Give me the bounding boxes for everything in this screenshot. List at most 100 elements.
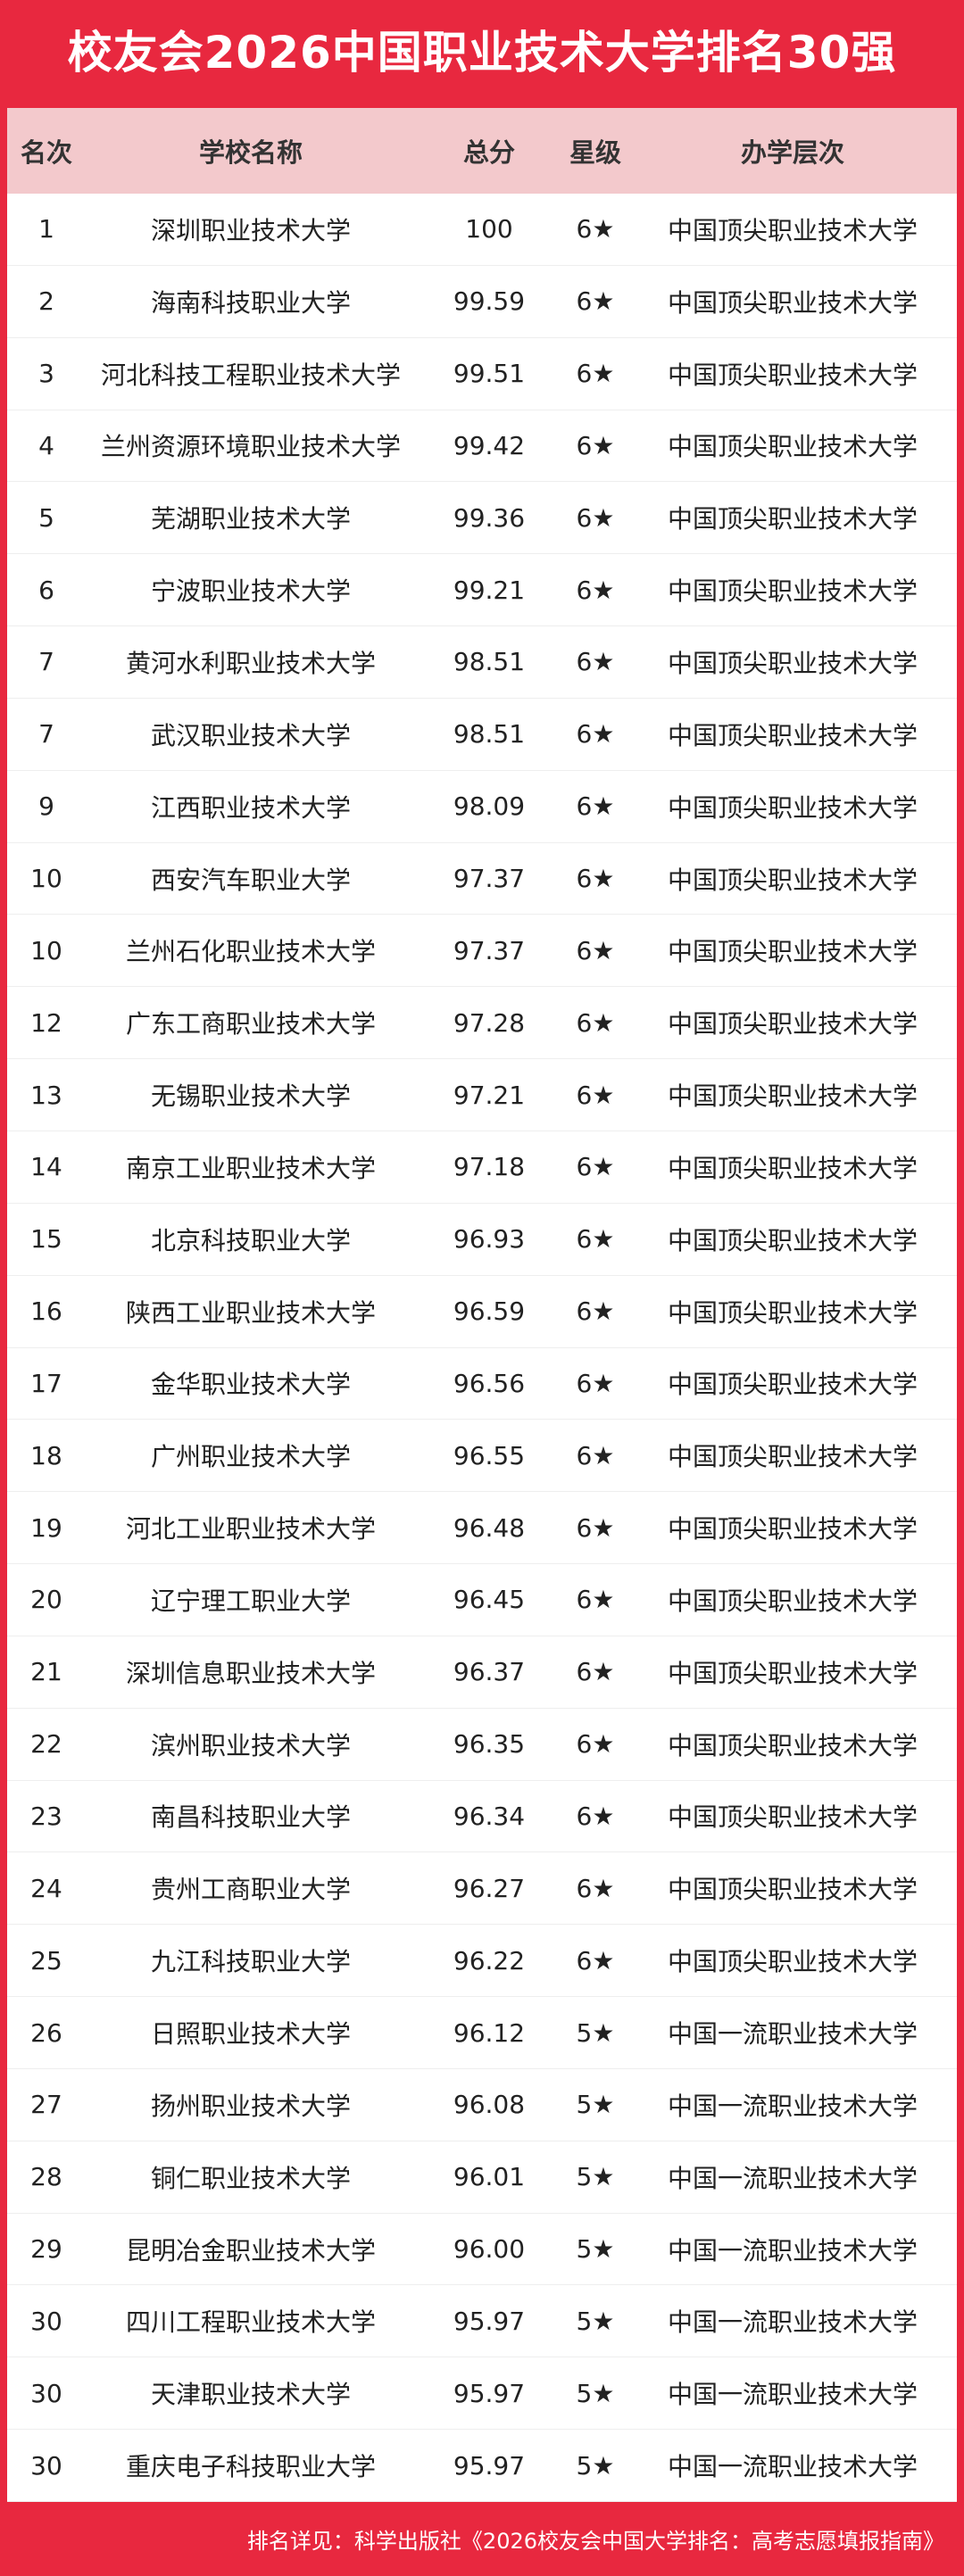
score: 96.45	[453, 1585, 526, 1615]
table-row: 17 金华职业技术大学 96.56 6★ 中国顶尖职业技术大学	[7, 1348, 957, 1421]
rank: 21	[30, 1657, 62, 1687]
table-row: 29 昆明冶金职业技术大学 96.00 5★ 中国一流职业技术大学	[7, 2214, 957, 2286]
level: 中国一流职业技术大学	[667, 2091, 918, 2121]
rank: 26	[30, 2017, 62, 2048]
star-level: 6★	[576, 1224, 615, 1255]
school-name: 广东工商职业技术大学	[125, 1009, 376, 1040]
school-name: 昆明冶金职业技术大学	[125, 2235, 376, 2265]
score: 96.27	[453, 1873, 526, 1903]
level: 中国一流职业技术大学	[667, 2452, 918, 2482]
table-row: 7 黄河水利职业技术大学 98.51 6★ 中国顶尖职业技术大学	[7, 626, 957, 699]
level: 中国一流职业技术大学	[667, 2163, 918, 2193]
school-name: 南京工业职业技术大学	[125, 1153, 376, 1183]
table-row: 30 四川工程职业技术大学 95.97 5★ 中国一流职业技术大学	[7, 2285, 957, 2358]
rank: 14	[30, 1152, 62, 1182]
school-name: 芜湖职业技术大学	[150, 504, 351, 534]
table-row: 18 广州职业技术大学 96.55 6★ 中国顶尖职业技术大学	[7, 1420, 957, 1493]
level: 中国顶尖职业技术大学	[667, 504, 918, 534]
school-name: 兰州石化职业技术大学	[125, 937, 376, 967]
star-level: 6★	[576, 1945, 615, 1975]
rank: 19	[30, 1512, 62, 1543]
table-row: 7 武汉职业技术大学 98.51 6★ 中国顶尖职业技术大学	[7, 699, 957, 771]
table-row: 10 兰州石化职业技术大学 97.37 6★ 中国顶尖职业技术大学	[7, 915, 957, 988]
level: 中国顶尖职业技术大学	[667, 1802, 918, 1833]
rank: 17	[30, 1368, 62, 1398]
school-name: 九江科技职业大学	[150, 1947, 351, 1977]
table-row: 14 南京工业职业技术大学 97.18 6★ 中国顶尖职业技术大学	[7, 1131, 957, 1204]
school-name: 西安汽车职业大学	[150, 865, 351, 895]
star-level: 5★	[576, 2378, 615, 2408]
table-row: 25 九江科技职业大学 96.22 6★ 中国顶尖职业技术大学	[7, 1925, 957, 1998]
school-name: 江西职业技术大学	[150, 792, 351, 823]
school-name: 辽宁理工职业大学	[150, 1586, 351, 1616]
star-level: 6★	[576, 1368, 615, 1398]
title: 校友会2026中国职业技术大学排名30强	[67, 27, 897, 79]
star-level: 6★	[576, 575, 615, 605]
level: 中国顶尖职业技术大学	[667, 1153, 918, 1183]
score: 95.97	[453, 2306, 526, 2336]
rank: 10	[30, 935, 62, 965]
level: 中国顶尖职业技术大学	[667, 1730, 918, 1760]
star-level: 5★	[576, 2090, 615, 2120]
star-level: 6★	[576, 359, 615, 389]
school-name: 海南科技职业大学	[150, 287, 351, 318]
score: 99.59	[453, 286, 526, 317]
star-level: 6★	[576, 1007, 615, 1038]
school-name: 兰州资源环境职业技术大学	[100, 432, 401, 462]
table-row: 13 无锡职业技术大学 97.21 6★ 中国顶尖职业技术大学	[7, 1059, 957, 1131]
score: 96.35	[453, 1729, 526, 1760]
rank: 20	[30, 1585, 62, 1615]
level: 中国一流职业技术大学	[667, 2307, 918, 2338]
star-level: 6★	[576, 430, 615, 460]
level: 中国顶尖职业技术大学	[667, 648, 918, 678]
ranking-table: 名次 学校名称 总分 星级 办学层次 1 深圳职业技术大学 100 6★ 中国顶尖职业技术大学 2 海…	[7, 108, 957, 2502]
star-level: 6★	[576, 864, 615, 894]
score: 99.42	[453, 430, 526, 460]
star-level: 6★	[576, 214, 615, 244]
star-level: 6★	[576, 791, 615, 822]
table-row: 20 辽宁理工职业大学 96.45 6★ 中国顶尖职业技术大学	[7, 1564, 957, 1636]
school-name: 贵州工商职业大学	[150, 1875, 351, 1905]
star-level: 6★	[576, 935, 615, 965]
level: 中国一流职业技术大学	[667, 2235, 918, 2265]
table-row: 23 南昌科技职业大学 96.34 6★ 中国顶尖职业技术大学	[7, 1781, 957, 1853]
table-row: 28 铜仁职业技术大学 96.01 5★ 中国一流职业技术大学	[7, 2141, 957, 2214]
school-name: 北京科技职业大学	[150, 1225, 351, 1255]
table-row: 2 海南科技职业大学 99.59 6★ 中国顶尖职业技术大学	[7, 266, 957, 338]
rank: 10	[30, 864, 62, 894]
column-header: 总分	[462, 137, 515, 168]
star-level: 6★	[576, 647, 615, 677]
star-level: 6★	[576, 502, 615, 533]
school-name: 黄河水利职业技术大学	[125, 648, 376, 678]
score: 96.55	[453, 1440, 526, 1470]
level: 中国顶尖职业技术大学	[667, 1875, 918, 1905]
level: 中国顶尖职业技术大学	[667, 1586, 918, 1616]
score: 95.97	[453, 2450, 526, 2481]
star-level: 5★	[576, 2306, 615, 2336]
star-level: 6★	[576, 1729, 615, 1760]
rank: 3	[38, 359, 54, 389]
rank: 13	[30, 1080, 62, 1110]
table-row: 30 重庆电子科技职业大学 95.97 5★ 中国一流职业技术大学	[7, 2430, 957, 2502]
school-name: 宁波职业技术大学	[150, 576, 351, 607]
column-header: 学校名称	[198, 137, 303, 168]
score: 96.48	[453, 1512, 526, 1543]
star-level: 5★	[576, 2162, 615, 2192]
rank: 7	[38, 647, 54, 677]
school-name: 深圳信息职业技术大学	[125, 1658, 376, 1688]
table-row: 24 贵州工商职业大学 96.27 6★ 中国顶尖职业技术大学	[7, 1852, 957, 1926]
level: 中国顶尖职业技术大学	[667, 1297, 918, 1328]
school-name: 扬州职业技术大学	[150, 2091, 351, 2121]
table-row: 9 江西职业技术大学 98.09 6★ 中国顶尖职业技术大学	[7, 771, 957, 843]
star-level: 6★	[576, 1440, 615, 1470]
score: 97.18	[453, 1152, 526, 1182]
footer-note: 排名详见：科学出版社《2026校友会中国大学排名：高考志愿填报指南》	[246, 2529, 944, 2554]
school-name: 河北科技工程职业技术大学	[100, 360, 401, 390]
score: 99.51	[453, 359, 526, 389]
table-row: 10 西安汽车职业大学 97.37 6★ 中国顶尖职业技术大学	[7, 843, 957, 915]
star-level: 6★	[576, 719, 615, 750]
rank: 18	[30, 1440, 62, 1470]
table-row: 19 河北工业职业技术大学 96.48 6★ 中国顶尖职业技术大学	[7, 1492, 957, 1565]
table-row: 16 陕西工业职业技术大学 96.59 6★ 中国顶尖职业技术大学	[7, 1276, 957, 1348]
